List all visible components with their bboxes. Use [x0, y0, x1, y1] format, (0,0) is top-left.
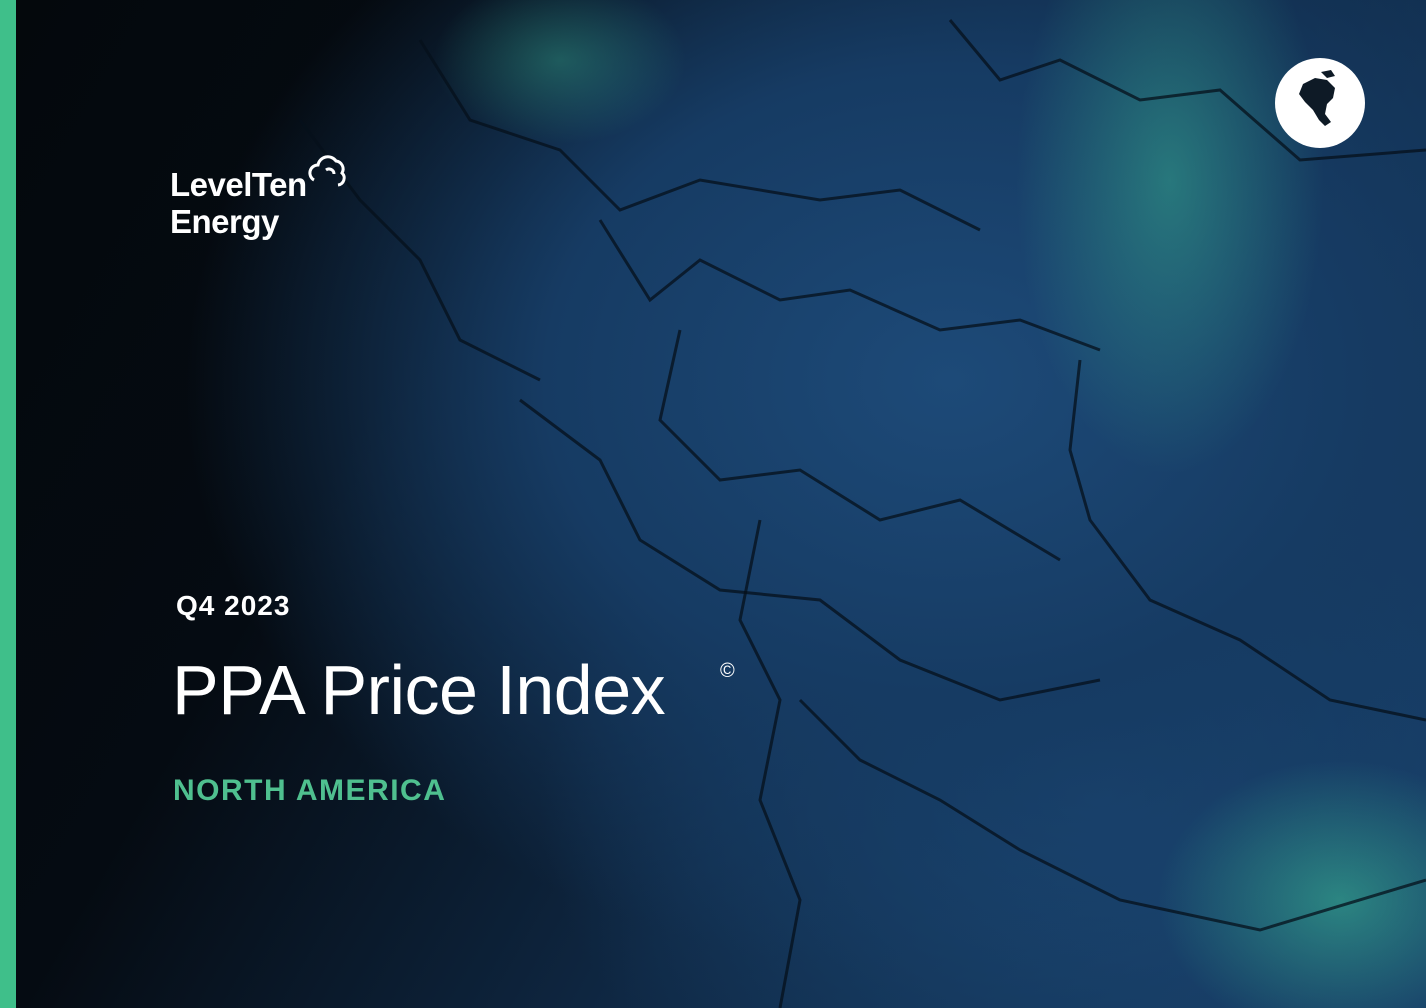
- accent-stripe: [0, 0, 16, 1008]
- copyright-mark: ©: [720, 660, 735, 682]
- logo-text: LevelTen: [170, 166, 307, 203]
- logo-text: Energy: [170, 203, 279, 240]
- report-title: PPA Price Index: [172, 651, 666, 729]
- logo-icon: [308, 155, 346, 187]
- region-globe-icon: [1275, 58, 1365, 148]
- report-region: NORTH AMERICA: [173, 774, 447, 807]
- report-period: Q4 2023: [176, 590, 291, 621]
